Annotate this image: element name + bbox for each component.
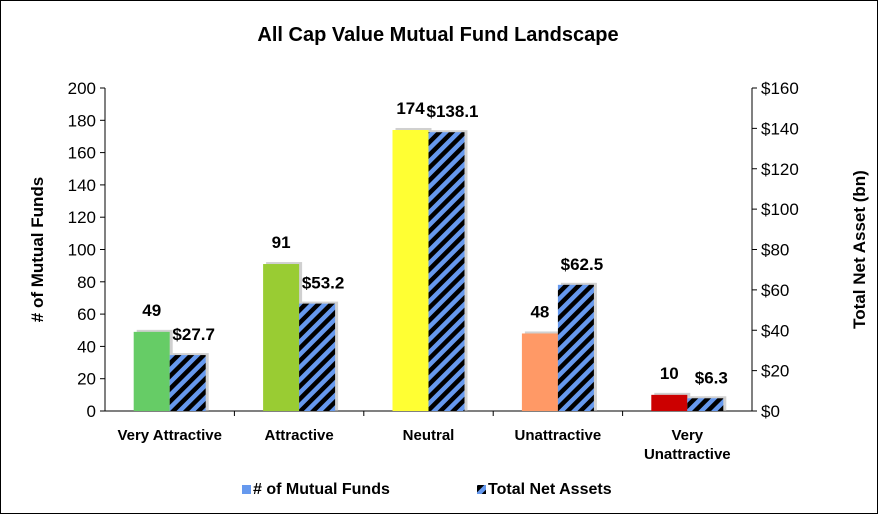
legend-swatch-assets [477, 485, 486, 494]
data-label-assets: $27.7 [172, 325, 215, 344]
bar-mutual-funds [263, 264, 300, 411]
legend-swatch-funds [242, 485, 251, 494]
data-label-funds: 10 [660, 364, 679, 383]
right-tick-label: $140 [761, 119, 799, 138]
left-tick-label: 100 [68, 241, 96, 260]
category-label: Very Attractive [117, 427, 222, 444]
data-label-funds: 91 [272, 233, 291, 252]
legend-label-assets: Total Net Assets [488, 481, 612, 498]
right-tick-label: $40 [761, 321, 789, 340]
left-tick-label: 160 [68, 144, 96, 163]
left-tick-label: 20 [77, 370, 96, 389]
category-label: Unattractive [515, 427, 602, 444]
right-tick-label: $80 [761, 241, 789, 260]
data-label-funds: 48 [530, 302, 549, 321]
plot-area: 0 20 40 60 80 100 120 140 160 180 200 $0 $20 $40 $60 $8… [28, 79, 869, 463]
right-tick-label: $60 [761, 281, 789, 300]
right-tick-label: $120 [761, 160, 799, 179]
left-axis-title: # of Mutual Funds [28, 177, 47, 322]
left-tick-label: 180 [68, 111, 96, 130]
left-tick-label: 40 [77, 337, 96, 356]
bar-mutual-funds [651, 394, 688, 411]
data-label-assets: $53.2 [302, 274, 345, 293]
right-tick-label: $20 [761, 362, 789, 381]
left-tick-label: 120 [68, 208, 96, 227]
category-label: Very [671, 427, 703, 444]
left-tick-label: 0 [87, 402, 96, 421]
category-label: Unattractive [644, 446, 731, 463]
bar-net-assets [687, 398, 724, 411]
left-tick-label: 140 [68, 176, 96, 195]
right-tick-label: $0 [761, 402, 780, 421]
bar-mutual-funds [392, 129, 429, 412]
right-axis-title: Total Net Asset (bn) [850, 170, 869, 329]
left-tick-label: 60 [77, 305, 96, 324]
data-label-assets: $62.5 [561, 255, 604, 274]
bar-net-assets [428, 132, 465, 411]
left-tick-label: 200 [68, 79, 96, 98]
bar-net-assets [557, 284, 594, 411]
bar-net-assets [299, 303, 336, 411]
left-tick-label: 80 [77, 273, 96, 292]
right-tick-label: $160 [761, 79, 799, 98]
legend: # of Mutual Funds Total Net Assets [242, 481, 612, 498]
data-label-funds: 174 [396, 99, 425, 118]
bar-mutual-funds [133, 331, 170, 411]
category-label: Attractive [264, 427, 333, 444]
right-tick-label: $100 [761, 200, 799, 219]
data-label-funds: 49 [142, 301, 161, 320]
data-label-assets: $6.3 [695, 368, 728, 387]
bar-mutual-funds [521, 333, 558, 411]
data-label-assets: $138.1 [427, 102, 479, 121]
chart-title: All Cap Value Mutual Fund Landscape [257, 24, 618, 46]
legend-label-funds: # of Mutual Funds [253, 481, 390, 498]
category-label: Neutral [403, 427, 455, 444]
bar-net-assets [169, 355, 206, 411]
